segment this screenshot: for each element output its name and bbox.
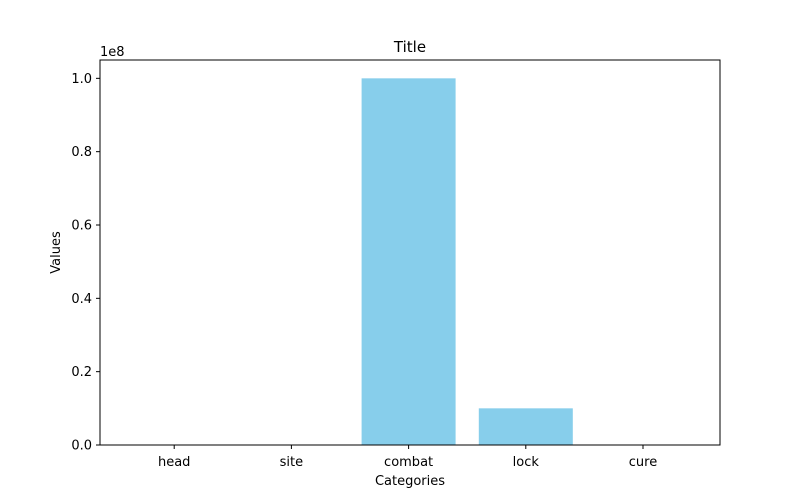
x-tick-label: cure <box>629 455 657 470</box>
y-tick-label: 0.8 <box>71 145 92 160</box>
plot-frame <box>99 59 721 446</box>
y-tick-label: 0.2 <box>71 365 92 380</box>
y-axis-ticks: 0.0 0.2 0.4 0.6 0.8 1.0 <box>71 72 100 454</box>
x-tick-label: lock <box>513 455 540 470</box>
x-axis-title: Categories <box>375 474 445 489</box>
x-tick-label: combat <box>384 455 433 470</box>
x-tick-label: site <box>280 455 303 470</box>
x-tick-label: head <box>158 455 190 470</box>
chart-title: Title <box>393 38 426 56</box>
y-tick-label: 0.4 <box>71 292 92 307</box>
bar-combat <box>361 78 456 445</box>
y-tick-label: 1.0 <box>71 72 92 87</box>
y-tick-label: 0.6 <box>71 219 92 234</box>
y-tick-label: 0.0 <box>71 439 92 454</box>
bar-lock <box>478 408 573 445</box>
y-scale-label: 1e8 <box>100 45 125 60</box>
bars-group <box>361 78 573 445</box>
x-axis-ticks: head site combat lock cure <box>158 445 657 470</box>
y-axis-title: Values <box>49 231 64 274</box>
